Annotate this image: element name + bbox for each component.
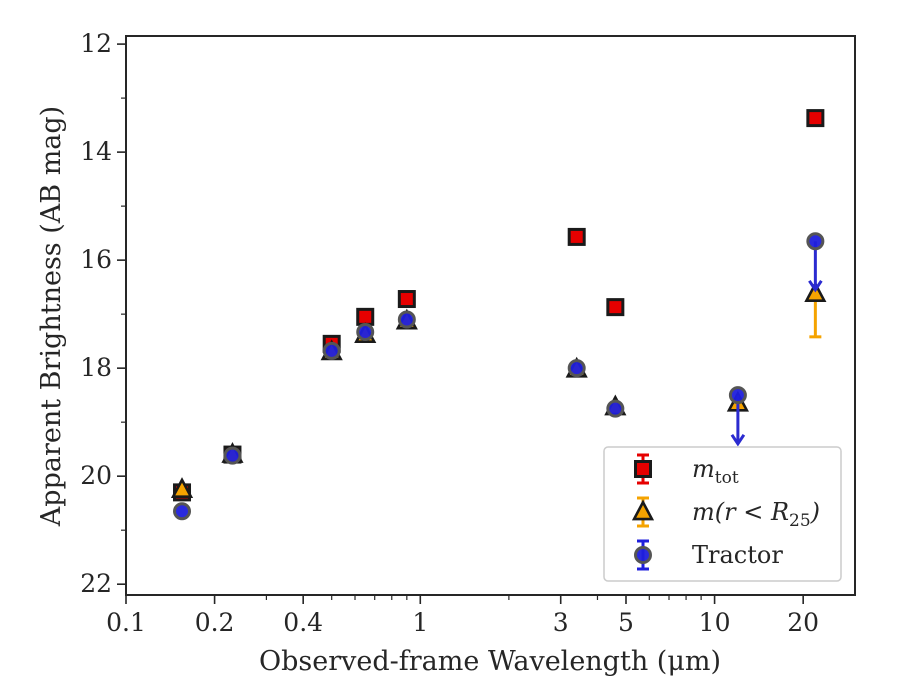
- data-point: [173, 502, 192, 521]
- data-point: [606, 399, 625, 418]
- x-tick-label: 0.4: [283, 608, 323, 637]
- data-point: [322, 341, 341, 360]
- legend-marker-triangle: [631, 499, 655, 521]
- x-tick-label: 20: [787, 608, 819, 637]
- data-point: [223, 446, 242, 465]
- data-point: [567, 359, 586, 378]
- x-axis-label: Observed-frame Wavelength (μm): [259, 646, 721, 677]
- limit-arrow: [730, 433, 746, 447]
- data-point: [728, 386, 747, 405]
- x-tick-label: 1: [412, 608, 428, 637]
- x-tick-label: 3: [553, 608, 569, 637]
- y-tick-label: 16: [80, 245, 112, 274]
- legend-marker-square: [634, 460, 652, 478]
- legend-label: Tractor: [692, 541, 783, 569]
- legend-marker-circle: [634, 546, 652, 564]
- plot-frame: [125, 35, 856, 596]
- y-axis-label: Apparent Brightness (AB mag): [36, 106, 67, 527]
- series-circle: [173, 232, 825, 521]
- data-point: [170, 477, 194, 499]
- legend-label: m(r < R25): [692, 498, 820, 531]
- data-point: [806, 109, 825, 128]
- y-tick-label: 20: [80, 461, 112, 490]
- series-square: [173, 109, 825, 502]
- legend-box: [603, 446, 842, 582]
- y-tick-label: 18: [80, 353, 112, 382]
- legend: mtot m(r < R25) Tractor: [603, 446, 842, 582]
- y-tick-label: 12: [80, 29, 112, 58]
- data-point: [356, 322, 375, 341]
- data-point: [606, 298, 625, 317]
- legend-label: mtot: [692, 455, 739, 488]
- y-tick-label: 22: [80, 569, 112, 598]
- x-tick-label: 5: [618, 608, 634, 637]
- x-tick-label: 0.1: [106, 608, 146, 637]
- data-point: [397, 310, 416, 329]
- data-point: [567, 227, 586, 246]
- x-tick-label: 10: [699, 608, 731, 637]
- data-point: [356, 307, 375, 326]
- data-point: [806, 232, 825, 251]
- data-point: [397, 290, 416, 309]
- limit-arrow: [808, 280, 823, 293]
- x-tick-label: 0.2: [195, 608, 235, 637]
- y-tick-label: 14: [80, 137, 112, 166]
